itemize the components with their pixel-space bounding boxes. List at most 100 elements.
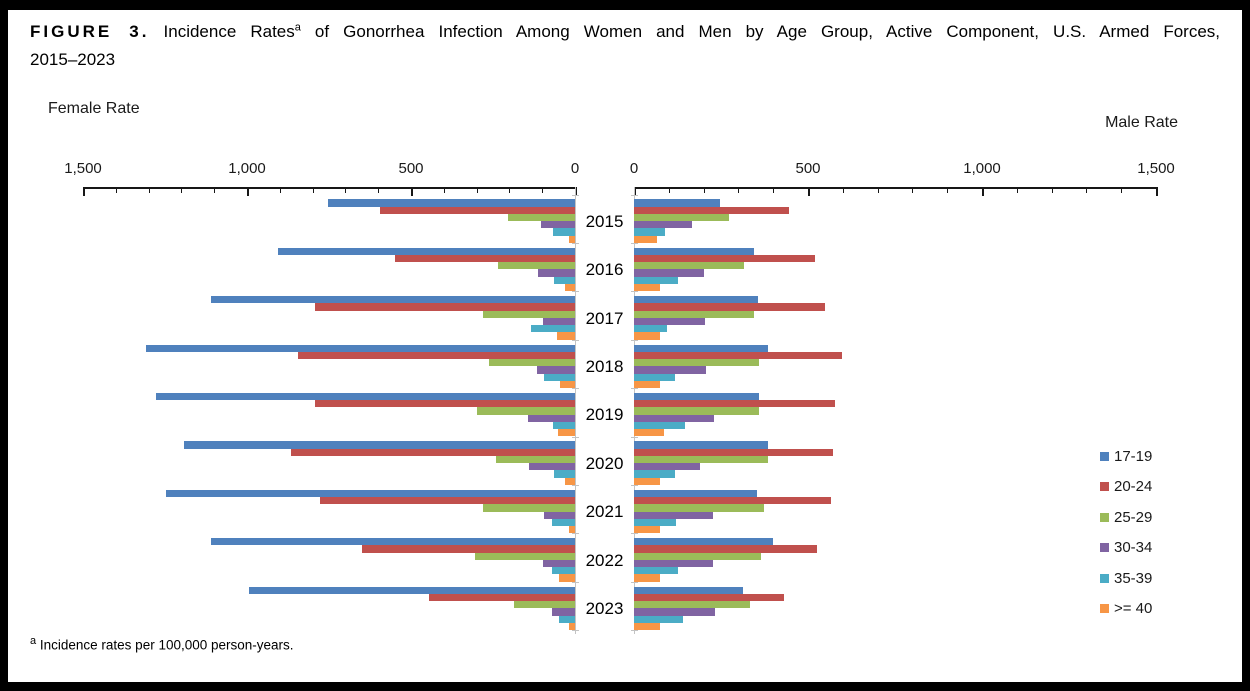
legend-label-17-19: 17-19 xyxy=(1114,448,1153,465)
bar-female-2016-30-34 xyxy=(537,269,575,277)
male-axis-category-tick xyxy=(631,436,638,438)
bar-male-2020-20-24 xyxy=(634,448,833,456)
left-axis-title: Female Rate xyxy=(48,100,140,117)
male-axis-category-tick xyxy=(631,388,638,390)
male-axis-category-tick xyxy=(631,291,638,293)
left-axis-tick xyxy=(575,187,577,196)
bar-male-2017-17-19 xyxy=(634,296,759,304)
year-label-2023: 2023 xyxy=(585,599,624,619)
bar-female-2015-25-29 xyxy=(508,213,575,222)
legend-swatch->= 40 xyxy=(1100,604,1109,613)
right-axis-tick xyxy=(703,187,705,193)
right-axis-tick xyxy=(1016,187,1018,193)
right-axis-tick xyxy=(1051,187,1053,193)
male-axis-category-tick xyxy=(631,581,638,583)
left-axis-tick xyxy=(312,187,314,193)
bar-female-2023-20-24 xyxy=(429,593,575,602)
left-axis-tick xyxy=(279,187,281,193)
bar-female-2016->= 40 xyxy=(565,283,575,292)
right-axis-tick xyxy=(1086,187,1088,193)
bar-male-2018->= 40 xyxy=(634,380,661,389)
bar-female-2021-17-19 xyxy=(165,489,575,498)
figure-title: FIGURE 3. Incidence Ratesa of Gonorrhea … xyxy=(30,19,1220,72)
right-axis-tick xyxy=(947,187,949,193)
bar-male-2016-30-34 xyxy=(634,269,704,277)
legend-item-30-34: 30-34 xyxy=(1100,539,1152,556)
legend-item-25-29: 25-29 xyxy=(1100,509,1152,526)
figure-title-text-rest: of Gonorrhea Infection Among Women and M… xyxy=(300,22,1221,41)
bar-female-2018->= 40 xyxy=(560,380,575,389)
right-axis-tick xyxy=(634,187,636,196)
bar-female-2019-17-19 xyxy=(156,392,575,401)
left-axis-tick xyxy=(542,187,544,193)
bar-male-2015-17-19 xyxy=(634,199,721,207)
bar-male-2017-20-24 xyxy=(634,303,826,311)
bar-male-2022-25-29 xyxy=(634,552,761,560)
left-axis-tick xyxy=(214,187,216,193)
male-axis-category-tick xyxy=(631,630,638,632)
left-axis-line xyxy=(83,187,577,189)
right-axis-tick xyxy=(982,187,984,196)
left-axis-tick-label-500: 500 xyxy=(398,160,424,177)
bar-male-2023->= 40 xyxy=(634,622,661,631)
female-axis-category-tick xyxy=(572,194,579,196)
female-axis-category-tick xyxy=(572,581,579,583)
bar-female-2022-20-24 xyxy=(362,545,575,553)
right-axis-tick xyxy=(912,187,914,193)
left-axis-tick xyxy=(443,187,445,193)
bar-male-2020-35-39 xyxy=(634,470,675,478)
left-axis-tick xyxy=(411,187,413,196)
bar-male-2018-17-19 xyxy=(634,344,768,352)
right-axis-title: Male Rate xyxy=(1105,114,1178,131)
bar-male-2022-17-19 xyxy=(634,538,774,546)
bar-female-2022-17-19 xyxy=(210,538,575,546)
right-axis-tick-label-500: 500 xyxy=(795,160,821,177)
bar-female-2021-25-29 xyxy=(483,504,575,512)
bar-male-2022-20-24 xyxy=(634,545,818,553)
footnote-text: Incidence rates per 100,000 person-years… xyxy=(36,637,294,653)
bar-female-2017-17-19 xyxy=(210,296,575,304)
bar-female-2016-25-29 xyxy=(497,262,575,270)
bar-male-2018-35-39 xyxy=(634,373,675,381)
male-axis-category-tick xyxy=(631,533,638,535)
bar-female-2019-25-29 xyxy=(476,407,575,415)
female-axis-category-tick xyxy=(572,436,579,438)
bar-female-2015-17-19 xyxy=(328,199,575,207)
bar-male-2015->= 40 xyxy=(634,235,657,243)
bar-male-2020->= 40 xyxy=(634,477,661,485)
footnote-marker: a xyxy=(294,21,301,34)
year-label-2018: 2018 xyxy=(585,356,624,376)
figure-footnote: a Incidence rates per 100,000 person-yea… xyxy=(30,635,294,653)
bar-female-2015->= 40 xyxy=(569,235,575,243)
bar-male-2021-30-34 xyxy=(634,511,713,519)
bar-female-2020-35-39 xyxy=(554,470,575,478)
left-axis-tick xyxy=(476,187,478,193)
bar-male-2019-20-24 xyxy=(634,400,835,408)
left-axis-tick-label-1000: 1,000 xyxy=(228,160,266,177)
left-axis-tick xyxy=(83,187,85,196)
footnote-sup: a xyxy=(30,635,37,647)
left-axis-tick xyxy=(509,187,511,193)
figure-title-line2: 2015–2023 xyxy=(30,49,116,69)
bar-female-2023-25-29 xyxy=(513,601,575,609)
female-axis-category-tick xyxy=(572,485,579,487)
bar-male-2017-30-34 xyxy=(634,317,705,326)
bar-female-2016-17-19 xyxy=(277,247,575,255)
bar-male-2015-25-29 xyxy=(634,213,729,222)
bar-female-2017->= 40 xyxy=(556,332,575,340)
bar-male-2021-35-39 xyxy=(634,518,677,527)
right-axis-tick-label-1500: 1,500 xyxy=(1137,160,1175,177)
left-axis-tick xyxy=(247,187,249,196)
right-axis-tick xyxy=(1156,187,1158,196)
right-axis-tick-label-0: 0 xyxy=(629,160,639,177)
legend-swatch-17-19 xyxy=(1100,452,1109,461)
bar-male-2015-20-24 xyxy=(634,206,790,214)
bar-male-2016-17-19 xyxy=(634,247,754,255)
bar-male-2018-25-29 xyxy=(634,359,760,367)
bar-male-2020-30-34 xyxy=(634,463,701,471)
bar-male-2023-35-39 xyxy=(634,615,684,623)
bar-female-2018-30-34 xyxy=(537,366,575,374)
bar-female-2021->= 40 xyxy=(569,526,575,534)
bar-female-2015-30-34 xyxy=(540,221,575,229)
